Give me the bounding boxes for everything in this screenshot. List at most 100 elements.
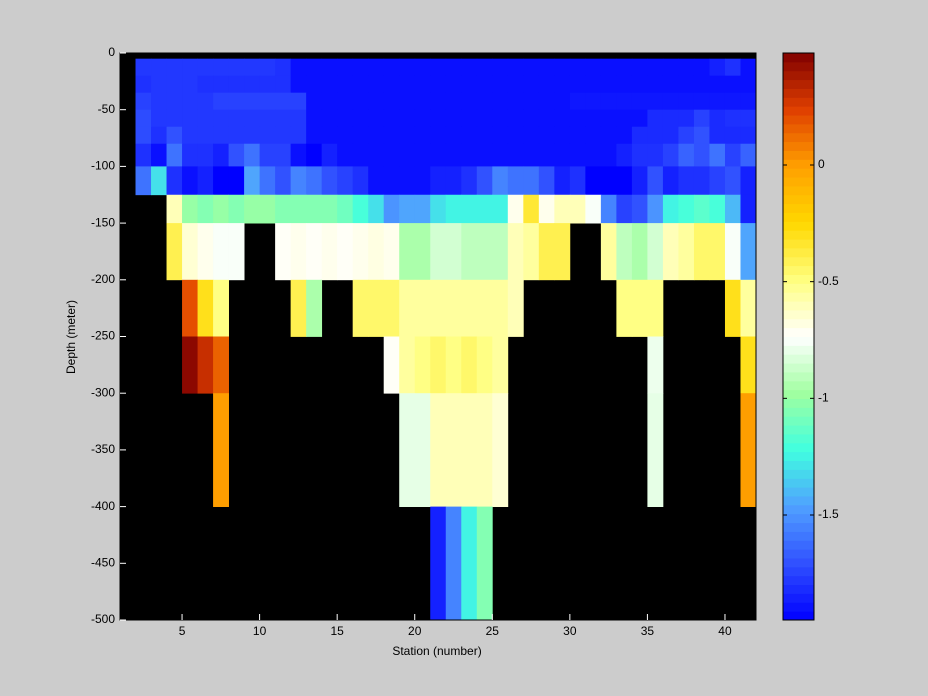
heatmap-cell: [585, 143, 602, 167]
heatmap-cell: [724, 126, 741, 145]
heatmap-cell: [678, 58, 695, 77]
colorbar-swatch: [783, 469, 814, 479]
heatmap-cell: [662, 92, 679, 111]
colorbar-swatch: [783, 265, 814, 275]
x-tick-label: 20: [408, 624, 422, 638]
heatmap-cell: [461, 223, 478, 281]
heatmap-cell: [197, 166, 214, 196]
heatmap-cell: [244, 126, 261, 145]
heatmap-cell: [662, 143, 679, 167]
heatmap-cell: [554, 58, 571, 77]
heatmap-cell: [476, 126, 493, 145]
heatmap-cell: [647, 393, 664, 507]
colorbar-swatch: [783, 212, 814, 222]
heatmap-cell: [724, 109, 741, 128]
colorbar-swatch: [783, 230, 814, 240]
colorbar-swatch: [783, 593, 814, 603]
x-tick-label: 25: [486, 624, 500, 638]
heatmap-cell: [151, 166, 167, 196]
heatmap-cell: [166, 194, 183, 224]
heatmap-cell: [507, 223, 524, 281]
heatmap-cell: [430, 393, 447, 507]
heatmap-cell: [383, 166, 400, 196]
heatmap-cell: [430, 336, 447, 394]
colorbar-swatch: [783, 88, 814, 98]
heatmap-cell: [197, 223, 214, 281]
heatmap-cell: [507, 126, 524, 145]
colorbar-swatch: [783, 371, 814, 382]
heatmap-cell: [554, 126, 571, 145]
heatmap-cell: [430, 194, 447, 224]
heatmap-cell: [414, 393, 431, 507]
heatmap-cell: [461, 75, 478, 94]
heatmap-cell: [631, 126, 648, 145]
heatmap-cell: [740, 143, 757, 167]
heatmap-cell: [523, 92, 540, 111]
heatmap-cell: [693, 109, 710, 128]
heatmap-cell: [275, 223, 292, 281]
heatmap-cell: [724, 279, 741, 337]
heatmap-cell: [476, 279, 493, 337]
heatmap-cell: [585, 75, 602, 94]
heatmap-cell: [647, 126, 664, 145]
heatmap-cell: [445, 279, 462, 337]
heatmap-cell: [507, 92, 524, 111]
heatmap-cell: [461, 166, 478, 196]
colorbar-swatch: [783, 168, 814, 178]
heatmap-cell: [321, 58, 338, 77]
x-tick-label: 5: [179, 624, 186, 638]
colorbar-swatch: [783, 513, 814, 524]
heatmap-cell: [445, 506, 462, 621]
heatmap-cell: [135, 143, 152, 167]
y-tick-label: -350: [91, 442, 115, 456]
heatmap-cell: [662, 126, 679, 145]
heatmap-cell: [383, 58, 400, 77]
y-tick-label: 0: [108, 45, 115, 59]
heatmap-cell: [368, 75, 385, 94]
heatmap-cell: [414, 58, 431, 77]
heatmap-cell: [709, 194, 726, 224]
heatmap-cell: [244, 143, 261, 167]
heatmap-cell: [337, 109, 354, 128]
heatmap-cell: [693, 143, 710, 167]
heatmap-cell: [368, 279, 385, 337]
heatmap-cell: [290, 279, 307, 337]
heatmap-cell: [290, 223, 307, 281]
heatmap-cell: [538, 143, 555, 167]
heatmap-cell: [461, 336, 478, 394]
heatmap-cell: [352, 92, 369, 111]
heatmap-cell: [740, 166, 757, 196]
heatmap-cell: [616, 166, 633, 196]
heatmap-cell: [492, 92, 509, 111]
heatmap-cell: [616, 279, 633, 337]
colorbar-swatch: [783, 522, 814, 532]
heatmap-cell: [709, 92, 726, 111]
heatmap-cell: [151, 92, 167, 111]
y-tick-label: -200: [91, 272, 115, 286]
heatmap-cell: [538, 92, 555, 111]
colorbar-swatch: [783, 460, 814, 470]
heatmap-cell: [213, 223, 229, 281]
heatmap-cell: [213, 393, 229, 507]
heatmap-cell: [321, 92, 338, 111]
x-tick-label: 30: [563, 624, 577, 638]
heatmap-cell: [600, 92, 617, 111]
heatmap-cell: [585, 166, 602, 196]
heatmap-cell: [368, 194, 385, 224]
heatmap-cell: [600, 194, 617, 224]
colorbar-swatch: [783, 363, 814, 373]
heatmap-cell: [306, 58, 323, 77]
heatmap-cell: [166, 166, 183, 196]
x-tick-label: 10: [253, 624, 267, 638]
heatmap-cell: [228, 223, 245, 281]
heatmap-cell: [507, 58, 524, 77]
colorbar-swatch: [783, 221, 814, 231]
heatmap-cell: [228, 109, 245, 128]
heatmap-cell: [244, 166, 261, 196]
heatmap-cell: [135, 109, 152, 128]
heatmap-cell: [368, 143, 385, 167]
heatmap-cell: [445, 58, 462, 77]
heatmap-cell: [476, 92, 493, 111]
heatmap-cell: [724, 166, 741, 196]
